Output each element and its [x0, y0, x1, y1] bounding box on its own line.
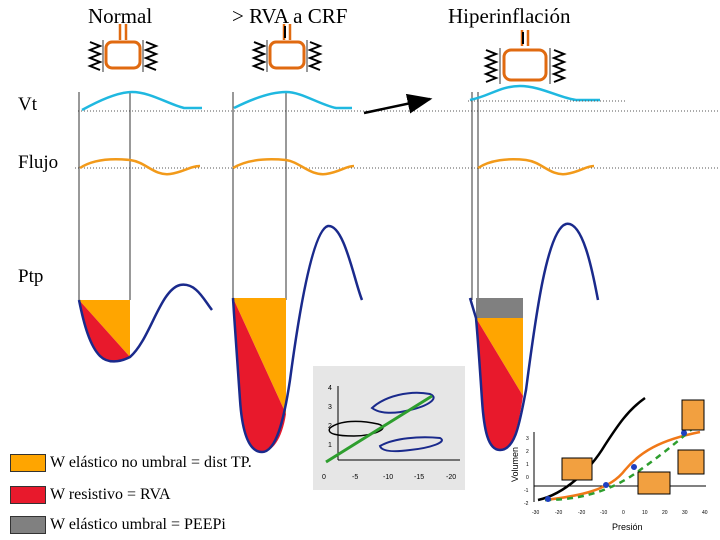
pv-ylabel: Volumen — [510, 446, 520, 482]
inset-xtick: -20 — [446, 474, 457, 481]
baselines — [75, 110, 720, 169]
pv-xtick: 40 — [702, 510, 708, 516]
legend-label: W elástico umbral = PEEPi — [50, 516, 226, 533]
pv-xtick: -10 — [600, 510, 608, 516]
ptp-normal — [77, 283, 213, 363]
legend-item-resistivo: W resistivo = RVA — [10, 486, 171, 504]
pv-ytick: 1 — [526, 462, 529, 468]
label-vt: Vt — [18, 94, 37, 115]
legend-label: W elástico no umbral = dist TP. — [50, 454, 252, 471]
pv-xtick: 20 — [662, 510, 668, 516]
inset-xtick: -15 — [414, 474, 425, 481]
header-normal: Normal — [88, 4, 153, 28]
legend-swatch-orange — [10, 454, 46, 472]
header-hiperinflacion: Hiperinflación — [448, 4, 571, 28]
vt-curves — [81, 84, 600, 112]
inset-pv-loops — [313, 366, 465, 490]
pv-curve-chart — [533, 396, 706, 502]
pv-xtick: -20 — [555, 510, 563, 516]
alveolus-icon-normal — [87, 24, 159, 72]
shift-arrow — [363, 93, 433, 115]
inset-ytick: 1 — [328, 442, 332, 449]
pv-ytick: 2 — [526, 449, 529, 455]
pv-ytick: 0 — [526, 475, 529, 481]
pv-ytick: -1 — [524, 488, 529, 494]
inset-ytick: 2 — [328, 423, 332, 430]
label-flujo: Flujo — [18, 152, 59, 173]
ptp-rva — [231, 224, 364, 454]
legend-item-elastico-umbral: W elástico umbral = PEEPi — [10, 516, 226, 534]
legend-swatch-gray — [10, 516, 46, 534]
inset-ytick: 4 — [328, 385, 332, 392]
pv-ytick: -2 — [524, 501, 529, 507]
pv-xtick: 0 — [622, 510, 625, 516]
pv-xtick: -20 — [578, 510, 586, 516]
inset-xtick: -10 — [383, 474, 394, 481]
ptp-hiperinflacion — [468, 222, 600, 452]
legend-item-elastico-no-umbral: W elástico no umbral = dist TP. — [10, 454, 252, 472]
inset-xtick: 0 — [322, 474, 326, 481]
inset-xtick: -5 — [352, 474, 359, 481]
pv-ytick: 3 — [526, 436, 529, 442]
header-rva-crf: > RVA a CRF — [232, 4, 348, 28]
label-ptp: Ptp — [18, 266, 44, 287]
pv-xtick: 30 — [682, 510, 688, 516]
pv-xtick: -30 — [532, 510, 540, 516]
inset-ytick: 3 — [328, 404, 332, 411]
flow-curves — [79, 158, 595, 176]
alveolus-icon-rva — [251, 24, 323, 72]
timing-lines — [78, 92, 479, 300]
pv-xlabel: Presión — [612, 522, 643, 532]
legend-label: W resistivo = RVA — [50, 486, 171, 503]
legend-swatch-red — [10, 486, 46, 504]
pv-xtick: 10 — [642, 510, 648, 516]
alveolus-icon-hiperinflacion — [483, 30, 567, 84]
